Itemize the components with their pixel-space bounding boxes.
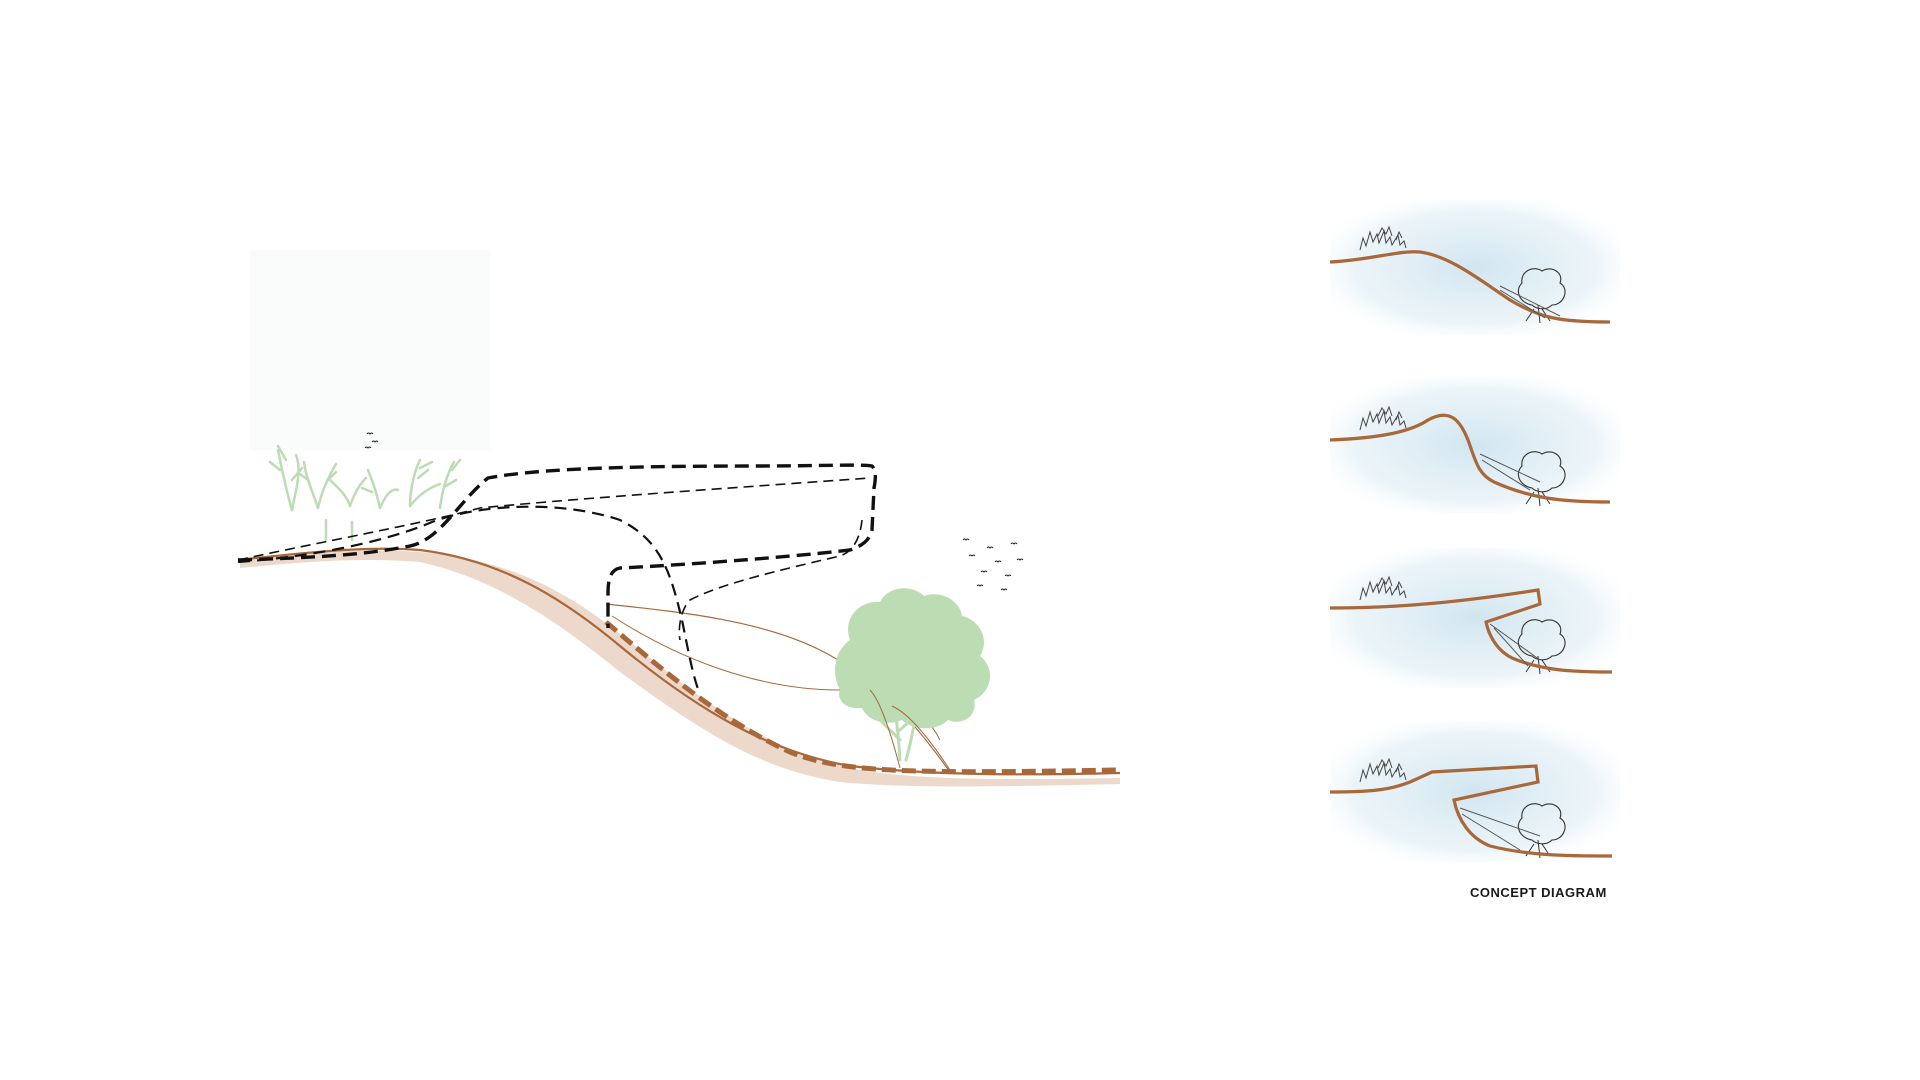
stage-1-ground <box>1329 250 1611 324</box>
stage-3-ground <box>1329 588 1613 674</box>
bird-flock <box>962 538 1024 591</box>
stage-2-ground <box>1329 413 1611 504</box>
main-section <box>237 250 1121 787</box>
diagram-caption: CONCEPT DIAGRAM <box>1470 885 1607 900</box>
dashed-structure-thin-lower <box>237 505 702 695</box>
dashed-structure-thin-return <box>678 519 863 641</box>
concept-stage-3 <box>1329 548 1620 688</box>
grass-icon <box>268 444 462 542</box>
slope-trail-line-1 <box>605 603 951 773</box>
dashed-structure-thin-upper <box>237 477 871 561</box>
concept-stage-2 <box>1329 378 1620 513</box>
concept-stage-4 <box>1329 722 1620 862</box>
ground-line <box>237 547 1121 776</box>
dashed-ground-path <box>604 620 1119 775</box>
faint-background-wash <box>250 250 490 450</box>
tree-icon <box>835 588 991 771</box>
dashed-structure-bold <box>237 463 878 628</box>
concept-stage-1 <box>1329 200 1620 335</box>
stage-4-ground <box>1329 764 1613 858</box>
